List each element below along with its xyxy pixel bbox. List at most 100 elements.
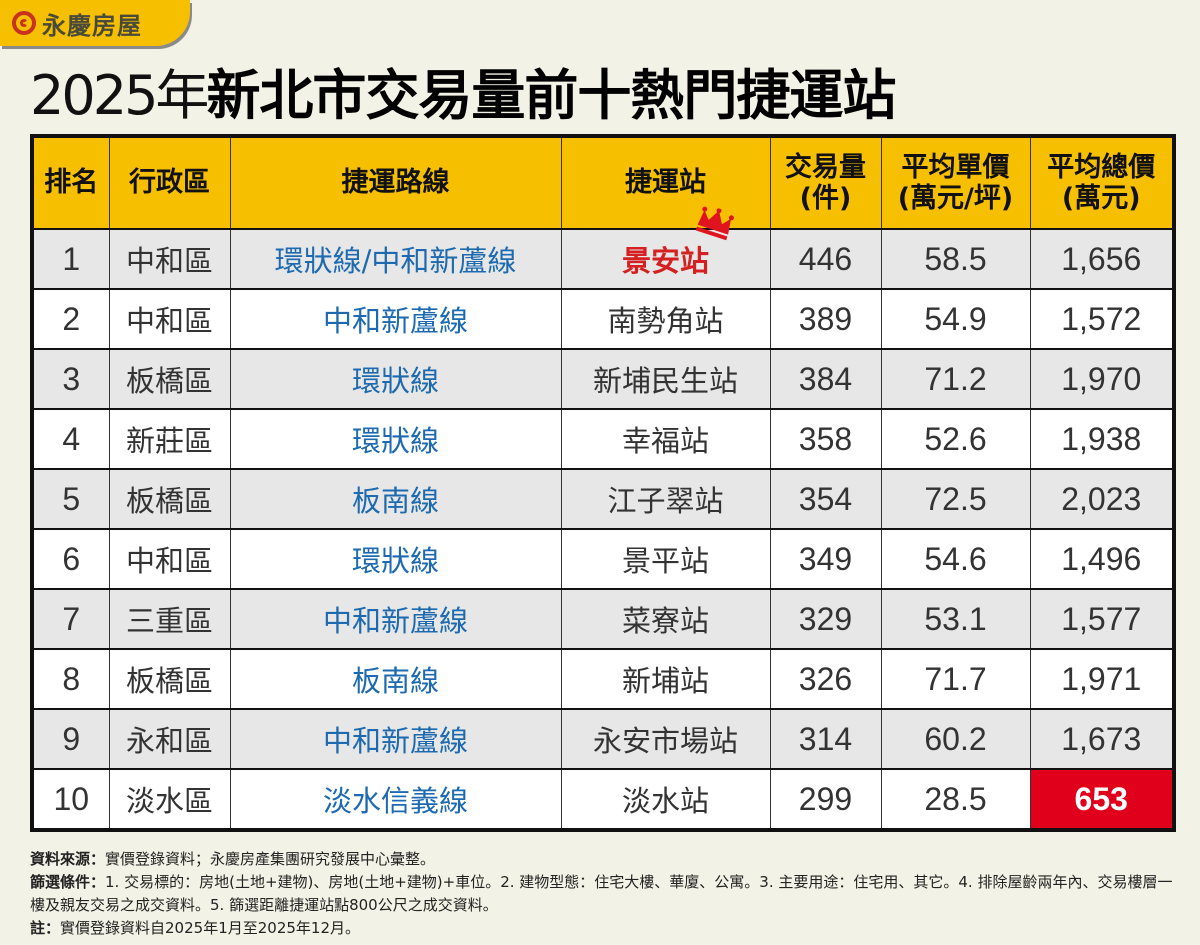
- note-label: 註：: [30, 919, 61, 937]
- cell-unit-price: 72.5: [880, 468, 1031, 529]
- cell-station: 景平站: [560, 528, 771, 589]
- table-row: 6 中和區 環狀線 景平站 349 54.6 1,496: [31, 528, 1175, 589]
- cell-district: 三重區: [108, 588, 231, 649]
- cell-station: 菜寮站: [560, 588, 771, 649]
- cell-station: 新埔站: [560, 648, 771, 709]
- cell-unit-price: 52.6: [880, 408, 1031, 469]
- crown-icon: [695, 206, 734, 241]
- source-label: 資料來源：: [30, 850, 106, 868]
- cell-rank: 7: [31, 588, 110, 649]
- source-note: 資料來源：實價登錄資料；永慶房產集團研究發展中心彙整。: [30, 848, 1180, 871]
- cell-rank: 9: [31, 708, 110, 769]
- cell-rank: 1: [31, 228, 110, 289]
- cell-district: 板橋區: [108, 468, 231, 529]
- cell-rank: 10: [31, 768, 110, 830]
- brand-name: 永慶房屋: [42, 11, 142, 40]
- cell-station: 幸福站: [560, 408, 771, 469]
- header-volume-l1: 交易量: [785, 151, 866, 183]
- filter-text: 1. 交易標的：房地(土地+建物)、房地(土地+建物)+車位。2. 建物型態：住…: [30, 873, 1173, 914]
- table-row: 7 三重區 中和新蘆線 菜寮站 329 53.1 1,577: [31, 588, 1175, 649]
- cell-unit-price: 28.5: [880, 768, 1031, 830]
- cell-district: 中和區: [108, 528, 231, 589]
- header-total-price: 平均總價 (萬元): [1029, 135, 1175, 230]
- cell-total-price: 1,577: [1029, 588, 1175, 649]
- source-text: 實價登錄資料；永慶房產集團研究發展中心彙整。: [105, 850, 436, 868]
- header-unit-l2: (萬元/坪): [897, 183, 1014, 214]
- table-header-row: 排名 行政區 捷運路線 捷運站 交易量 (件) 平均單價 (萬元/坪) 平均總價 (萬…: [31, 135, 1175, 230]
- table-row: 5 板橋區 板南線 江子翠站 354 72.5 2,023: [31, 468, 1175, 529]
- cell-total-price: 1,656: [1029, 228, 1175, 289]
- header-total-l1: 平均總價: [1047, 151, 1156, 183]
- cell-station: 南勢角站: [560, 288, 771, 349]
- cell-total-price: 2,023: [1029, 468, 1175, 529]
- cell-district: 中和區: [108, 288, 231, 349]
- cell-station: 江子翠站: [560, 468, 771, 529]
- cell-line: 中和新蘆線: [229, 708, 562, 769]
- title-main: 新北市交易量前十熱門捷運站: [206, 64, 896, 127]
- table-row: 1 中和區 環狀線/中和新蘆線 景安站 446 58.5 1,656: [31, 206, 1175, 289]
- cell-volume: 329: [769, 588, 882, 649]
- cell-volume: 354: [769, 468, 882, 529]
- filter-note: 篩選條件：1. 交易標的：房地(土地+建物)、房地(土地+建物)+車位。2. 建…: [30, 871, 1180, 917]
- cell-station: 新埔民生站: [560, 348, 771, 409]
- table-row: 10 淡水區 淡水信義線 淡水站 299 28.5 653: [31, 768, 1175, 830]
- cell-station: 永安市場站: [560, 708, 771, 769]
- note-text: 實價登錄資料自2025年1月至2025年12月。: [60, 919, 360, 937]
- cell-unit-price: 60.2: [880, 708, 1031, 769]
- cell-volume: 299: [769, 768, 882, 830]
- header-district: 行政區: [108, 135, 231, 230]
- title-year: 2025年: [30, 64, 209, 127]
- header-unit-l1: 平均單價: [901, 151, 1010, 183]
- cell-unit-price: 53.1: [880, 588, 1031, 649]
- cell-volume: 326: [769, 648, 882, 709]
- cell-volume: 349: [769, 528, 882, 589]
- header-line: 捷運路線: [229, 135, 562, 230]
- cell-district: 板橋區: [108, 348, 231, 409]
- cell-unit-price: 71.2: [880, 348, 1031, 409]
- cell-rank: 4: [31, 408, 110, 469]
- table-row: 8 板橋區 板南線 新埔站 326 71.7 1,971: [31, 648, 1175, 709]
- cell-total-price: 1,938: [1029, 408, 1175, 469]
- cell-station: 景安站: [560, 206, 771, 289]
- cell-district: 板橋區: [108, 648, 231, 709]
- footnotes: 資料來源：實價登錄資料；永慶房產集團研究發展中心彙整。 篩選條件：1. 交易標的…: [30, 848, 1180, 940]
- table-row: 2 中和區 中和新蘆線 南勢角站 389 54.9 1,572: [31, 288, 1175, 349]
- cell-total-price: 1,496: [1029, 528, 1175, 589]
- cell-district: 新莊區: [108, 408, 231, 469]
- page-title: 2025年 新北市交易量前十熱門捷運站: [30, 60, 896, 130]
- cell-line: 環狀線/中和新蘆線: [229, 228, 562, 289]
- cell-unit-price: 54.9: [880, 288, 1031, 349]
- cell-line: 中和新蘆線: [229, 588, 562, 649]
- table-row: 9 永和區 中和新蘆線 永安市場站 314 60.2 1,673: [31, 708, 1175, 769]
- table-row: 4 新莊區 環狀線 幸福站 358 52.6 1,938: [31, 408, 1175, 469]
- cell-rank: 8: [31, 648, 110, 709]
- cell-unit-price: 54.6: [880, 528, 1031, 589]
- cell-total-price: 1,673: [1029, 708, 1175, 769]
- cell-station: 淡水站: [560, 768, 771, 830]
- cell-total-price: 1,971: [1029, 648, 1175, 709]
- brand-banner: 永慶房屋: [0, 0, 190, 46]
- cell-rank: 3: [31, 348, 110, 409]
- cell-district: 永和區: [108, 708, 231, 769]
- date-note: 註：實價登錄資料自2025年1月至2025年12月。: [30, 917, 1180, 940]
- cell-line: 淡水信義線: [229, 768, 562, 830]
- station-name: 景安站: [621, 244, 709, 278]
- cell-line: 環狀線: [229, 348, 562, 409]
- cell-total-price: 1,970: [1029, 348, 1175, 409]
- cell-line: 中和新蘆線: [229, 288, 562, 349]
- header-station: 捷運站: [560, 135, 771, 230]
- header-volume-l2: (件): [799, 183, 852, 214]
- header-volume: 交易量 (件): [769, 135, 882, 230]
- cell-rank: 2: [31, 288, 110, 349]
- cell-line: 環狀線: [229, 528, 562, 589]
- header-unit-price: 平均單價 (萬元/坪): [880, 135, 1031, 230]
- filter-label: 篩選條件：: [30, 873, 106, 891]
- header-rank: 排名: [31, 135, 110, 230]
- ranking-table: 排名 行政區 捷運路線 捷運站 交易量 (件) 平均單價 (萬元/坪) 平均總價 (萬…: [30, 134, 1176, 832]
- cell-volume: 446: [769, 228, 882, 289]
- cell-line: 環狀線: [229, 408, 562, 469]
- cell-rank: 5: [31, 468, 110, 529]
- cell-volume: 314: [769, 708, 882, 769]
- cell-volume: 384: [769, 348, 882, 409]
- cell-unit-price: 71.7: [880, 648, 1031, 709]
